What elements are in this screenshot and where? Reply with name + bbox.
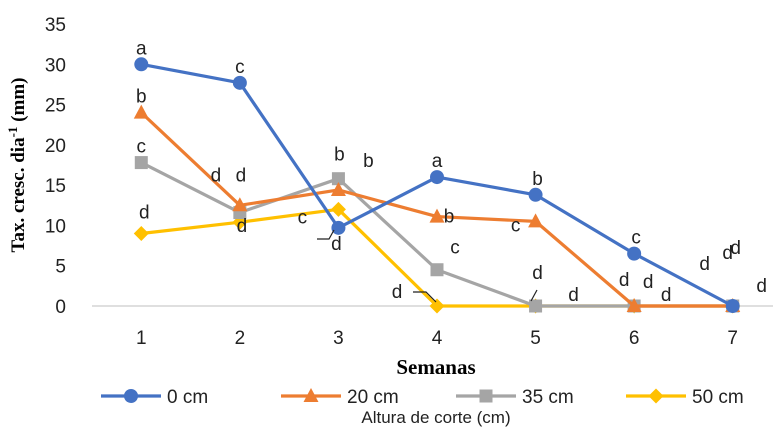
significance-label: d	[139, 202, 150, 223]
legend-label: 0 cm	[167, 387, 208, 408]
data-point	[528, 187, 543, 202]
x-tick-label: 1	[136, 328, 147, 349]
significance-label: d	[643, 272, 654, 293]
series-layer	[133, 57, 741, 314]
x-tick-label: 5	[530, 328, 541, 349]
y-tick-label: 15	[45, 176, 66, 197]
significance-label: d	[211, 165, 222, 186]
significance-label: b	[363, 151, 374, 172]
legend-marker	[124, 389, 138, 403]
axes: 0 5 10 15 20 25 30 35 1 2 3 4 5 6 7 Tax. cresc. dia-1 (…	[5, 15, 773, 379]
y-tick-label: 5	[55, 257, 66, 278]
significance-label: d	[730, 238, 741, 259]
data-point	[232, 197, 248, 212]
legend-item-35-cm: 35 cm	[456, 387, 574, 408]
legend-item-0-cm: 0 cm	[101, 387, 208, 408]
legend-marker	[648, 388, 664, 404]
y-tick-label: 10	[45, 216, 66, 237]
data-point	[134, 156, 148, 170]
legend-marker	[303, 388, 319, 402]
significance-label: d	[532, 263, 543, 284]
data-point	[430, 170, 444, 185]
leader-line	[317, 229, 335, 240]
data-point	[725, 299, 740, 313]
data-point	[627, 246, 642, 261]
significance-label: d	[619, 270, 630, 291]
data-point	[133, 225, 149, 241]
data-point	[331, 172, 345, 186]
significance-label: b	[334, 145, 345, 166]
leader-line	[413, 291, 437, 303]
y-tick-label: 30	[45, 55, 66, 76]
significance-label: d	[756, 276, 767, 297]
data-point	[330, 201, 346, 217]
significance-label: d	[661, 285, 672, 306]
legend-label: 50 cm	[692, 387, 744, 408]
significance-label: c	[137, 137, 147, 158]
leader-line	[530, 289, 538, 302]
data-point	[134, 57, 149, 72]
y-tick-label: 35	[45, 15, 66, 36]
data-point	[430, 263, 444, 277]
data-point	[429, 208, 445, 223]
significance-label: a	[432, 151, 443, 172]
x-tick-label: 6	[629, 328, 640, 349]
significance-label: d	[237, 216, 248, 237]
series-0-cm	[134, 57, 740, 313]
significance-label: a	[136, 38, 147, 59]
x-tick-label: 3	[333, 328, 344, 349]
data-point	[331, 220, 346, 235]
y-tick-label: 20	[45, 136, 66, 157]
y-axis-label: Tax. cresc. dia-1 (mm)	[5, 78, 29, 253]
data-point	[429, 298, 445, 314]
significance-label: c	[298, 207, 308, 228]
significance-label: c	[235, 57, 245, 78]
significance-label: b	[136, 87, 147, 108]
legend-item-20-cm: 20 cm	[281, 387, 399, 408]
x-axis-label: Semanas	[396, 355, 475, 379]
significance-label: c	[450, 238, 460, 259]
data-point	[529, 299, 543, 313]
significance-label: b	[444, 207, 455, 228]
significance-label: b	[532, 169, 543, 190]
significance-label: d	[568, 285, 579, 306]
legend: 0 cm 20 cm 35 cm 50 cm Altura de corte (cm)	[101, 387, 744, 427]
legend-title: Altura de corte (cm)	[361, 408, 510, 427]
y-tick-label: 0	[55, 297, 66, 318]
significance-label: c	[511, 215, 521, 236]
x-tick-label: 7	[727, 328, 738, 349]
legend-marker	[479, 389, 493, 403]
legend-label: 35 cm	[522, 387, 574, 408]
significance-label: d	[722, 243, 733, 264]
data-point	[330, 181, 346, 196]
significance-label: d	[699, 254, 710, 275]
significance-label: d	[236, 166, 247, 187]
y-tick-label: 25	[45, 96, 66, 117]
legend-label: 20 cm	[347, 387, 399, 408]
data-point	[232, 75, 247, 90]
significance-label: d	[331, 234, 342, 255]
significance-label: d	[392, 282, 403, 303]
data-point	[626, 298, 642, 312]
x-tick-label: 2	[235, 328, 246, 349]
legend-item-50-cm: 50 cm	[626, 387, 744, 408]
significance-label: c	[631, 228, 641, 249]
x-tick-label: 4	[432, 328, 443, 349]
data-point	[133, 104, 149, 119]
data-point	[528, 213, 544, 228]
